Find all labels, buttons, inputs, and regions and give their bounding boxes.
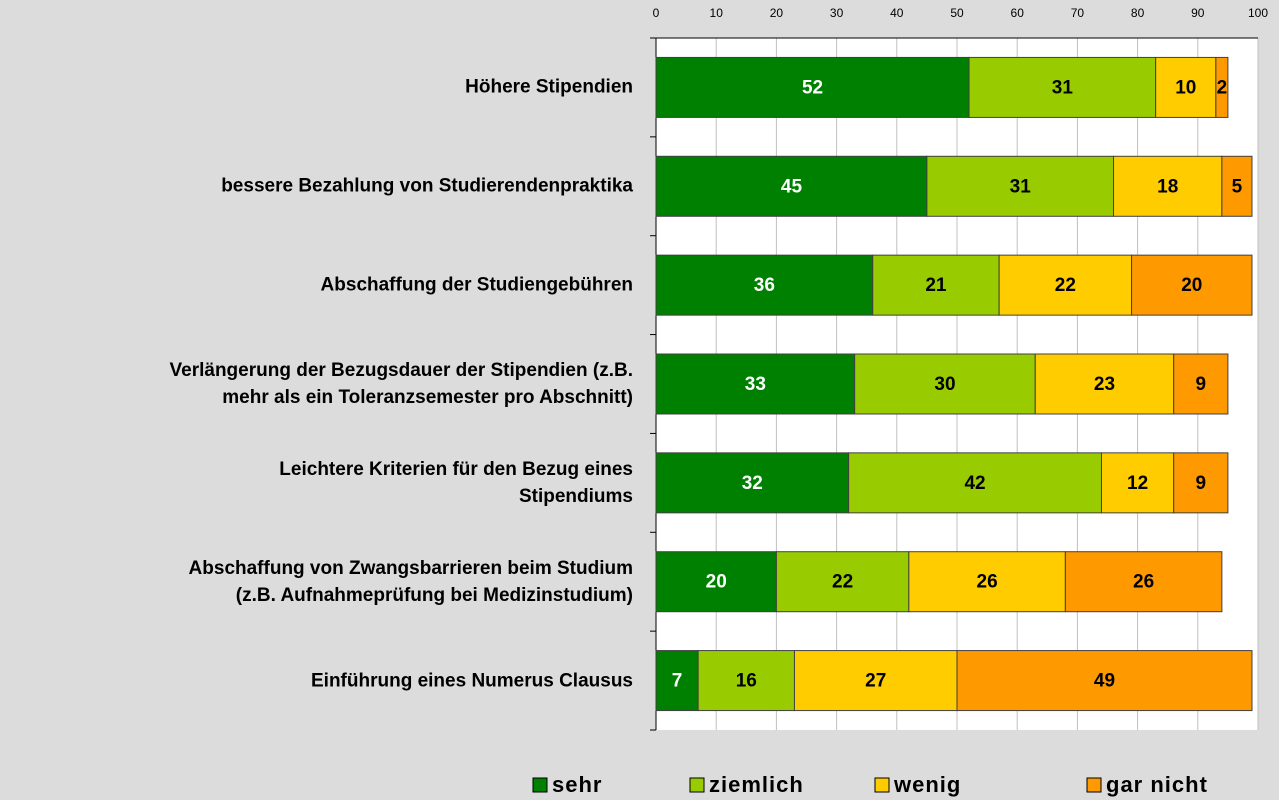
category-label: Höhere Stipendien [465, 76, 633, 98]
bar-segment [655, 650, 699, 712]
bar-segment [655, 551, 777, 613]
x-tick-label: 30 [830, 6, 844, 20]
legend-swatch [532, 777, 548, 793]
legend-swatch [874, 777, 890, 793]
bar-segment [1064, 551, 1223, 613]
x-tick-label: 40 [890, 6, 904, 20]
legend-swatch [1086, 777, 1102, 793]
bar-segment [1131, 254, 1253, 316]
data-label: 18 [1157, 176, 1178, 197]
data-label: 33 [745, 374, 766, 395]
bar-segment [872, 254, 1000, 316]
x-tick-label: 100 [1248, 6, 1268, 20]
data-label: 7 [672, 671, 683, 692]
bar-segment [655, 452, 850, 514]
data-label: 9 [1196, 374, 1207, 395]
data-label: 31 [1010, 176, 1032, 197]
x-tick-label: 20 [770, 6, 784, 20]
data-label: 26 [1133, 572, 1154, 593]
bar-segment [1155, 56, 1217, 118]
bar-segment [1215, 56, 1229, 118]
bar-segment [655, 254, 874, 316]
bar-segment [926, 155, 1115, 217]
bar-segment [1221, 155, 1253, 217]
data-label: 27 [865, 671, 886, 692]
bar-segment [1173, 353, 1229, 415]
bar-segment [775, 551, 910, 613]
category-label: Abschaffung von Zwangsbarrieren beim Stu… [188, 557, 633, 606]
data-label: 20 [1181, 275, 1202, 296]
category-label: Abschaffung der Studiengebühren [320, 274, 633, 296]
legend-label: sehr [552, 772, 602, 797]
bar-segment [956, 650, 1253, 712]
legend-swatch [689, 777, 705, 793]
data-label: 45 [781, 176, 803, 197]
data-label: 2 [1217, 77, 1228, 98]
data-label: 5 [1232, 176, 1243, 197]
data-label: 42 [964, 473, 985, 494]
category-label: bessere Bezahlung von Studierendenprakti… [221, 175, 633, 197]
x-tick-label: 70 [1071, 6, 1085, 20]
data-label: 31 [1052, 77, 1074, 98]
bar-segment [655, 353, 856, 415]
data-label: 16 [736, 671, 757, 692]
legend-label: wenig [893, 772, 961, 797]
data-label: 49 [1094, 671, 1115, 692]
legend-label: gar nicht [1106, 772, 1208, 797]
legend-label: ziemlich [709, 772, 804, 797]
x-tick-label: 90 [1191, 6, 1205, 20]
data-label: 30 [934, 374, 955, 395]
data-label: 22 [1055, 275, 1076, 296]
x-tick-label: 60 [1011, 6, 1025, 20]
data-label: 26 [977, 572, 998, 593]
category-label: Leichtere Kriterien für den Bezug eines … [279, 458, 633, 507]
data-label: 20 [706, 572, 727, 593]
data-label: 32 [742, 473, 763, 494]
bar-segment [1173, 452, 1229, 514]
data-label: 21 [925, 275, 947, 296]
bar-segment [793, 650, 958, 712]
data-label: 52 [802, 77, 823, 98]
bar-segment [854, 353, 1036, 415]
category-label: Einführung eines Numerus Clausus [311, 670, 633, 692]
x-tick-label: 0 [653, 6, 660, 20]
data-label: 12 [1127, 473, 1148, 494]
data-label: 36 [754, 275, 775, 296]
bar-segment [1113, 155, 1223, 217]
x-tick-label: 80 [1131, 6, 1145, 20]
bar-segment [908, 551, 1066, 613]
category-label: Verlängerung der Bezugsdauer der Stipend… [169, 360, 633, 408]
bar-segment [655, 56, 970, 118]
x-tick-label: 50 [950, 6, 964, 20]
data-label: 9 [1196, 473, 1207, 494]
bar-segment [1034, 353, 1175, 415]
data-label: 10 [1175, 77, 1196, 98]
x-tick-label: 10 [710, 6, 724, 20]
data-label: 23 [1094, 374, 1115, 395]
bar-segment [848, 452, 1102, 514]
bar-segment [655, 155, 928, 217]
data-label: 22 [832, 572, 853, 593]
